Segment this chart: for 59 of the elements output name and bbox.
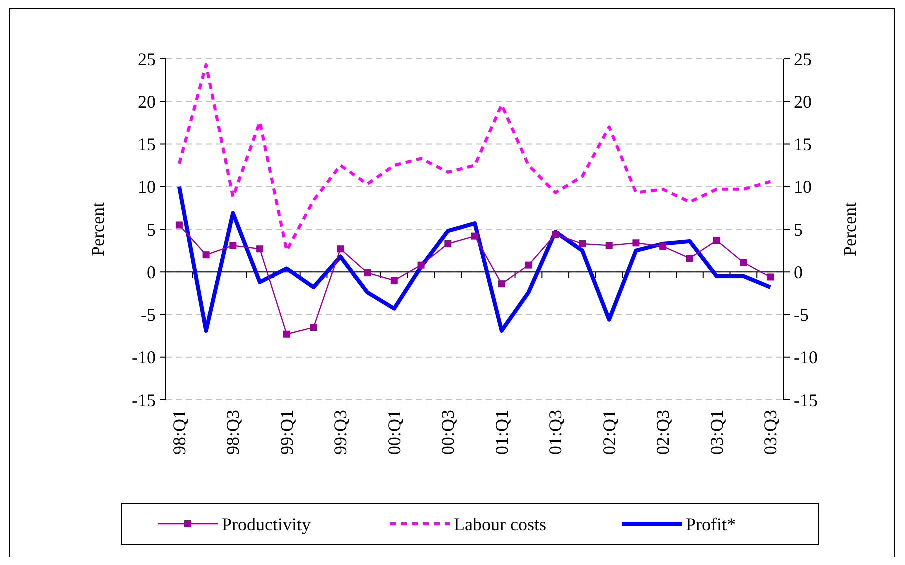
point: [660, 243, 667, 250]
point: [230, 242, 237, 250]
y-tick-label: 0: [147, 262, 156, 282]
y-tick-label: -10: [132, 348, 156, 368]
point: [606, 242, 613, 250]
y-tick-label: -15: [132, 390, 156, 410]
point: [552, 231, 560, 238]
point: [310, 324, 318, 332]
x-tick-label: 98:Q3: [223, 410, 244, 455]
legend-label: Labour costs: [454, 514, 546, 534]
legend-label: Productivity: [222, 514, 311, 534]
point: [202, 252, 210, 259]
y2-tick-label: -5: [794, 305, 809, 326]
y2-tick-label: 0: [794, 262, 803, 282]
y2-tick-label: -15: [794, 390, 818, 410]
point: [283, 330, 290, 338]
point: [713, 237, 720, 244]
y-tick-label: 25: [138, 49, 156, 70]
x-tick-label: 03:Q1: [706, 410, 727, 455]
point: [767, 274, 774, 281]
x-tick-label: 00:Q3: [438, 410, 458, 455]
y-tick-label: 10: [138, 177, 156, 198]
point: [578, 240, 586, 248]
x-tick-label: 03:Q3: [760, 410, 781, 455]
point: [337, 246, 344, 253]
y-axis-title: Percent: [88, 202, 108, 256]
point: [176, 222, 183, 229]
y-tick-label: 5: [147, 220, 156, 240]
y2-tick-label: 10: [794, 177, 812, 198]
point: [525, 262, 532, 269]
y-tick-label: 20: [138, 92, 156, 112]
point: [498, 280, 506, 288]
point: [740, 259, 748, 266]
y2-tick-label: 20: [794, 92, 812, 112]
point: [256, 246, 264, 253]
point: [472, 232, 478, 240]
legend-label: Profit*: [686, 514, 736, 534]
point: [390, 277, 398, 284]
y2-tick-label: -10: [794, 348, 818, 368]
y-tick-label: 15: [138, 134, 156, 155]
line-series: [177, 184, 773, 333]
point: [444, 240, 452, 248]
x-tick-label: 99:Q1: [276, 410, 297, 455]
x-tick-label: 01:Q1: [492, 410, 512, 455]
y-tick-label: -5: [141, 305, 156, 326]
x-tick-label: 99:Q3: [330, 410, 351, 455]
y2-tick-label: 5: [794, 220, 803, 240]
x-tick-label: 00:Q1: [384, 410, 404, 455]
y2-axis-title: Percent: [840, 202, 860, 256]
point: [686, 254, 694, 262]
x-tick-label: 98:Q1: [169, 410, 190, 455]
y2-tick-label: 15: [794, 134, 812, 155]
x-tick-label: 02:Q1: [599, 410, 620, 455]
point: [364, 269, 372, 276]
point: [418, 262, 425, 269]
x-tick-label: 02:Q3: [653, 410, 674, 455]
point: [632, 240, 640, 247]
y2-tick-label: 25: [794, 49, 812, 70]
x-tick-label: 01:Q3: [546, 410, 566, 455]
